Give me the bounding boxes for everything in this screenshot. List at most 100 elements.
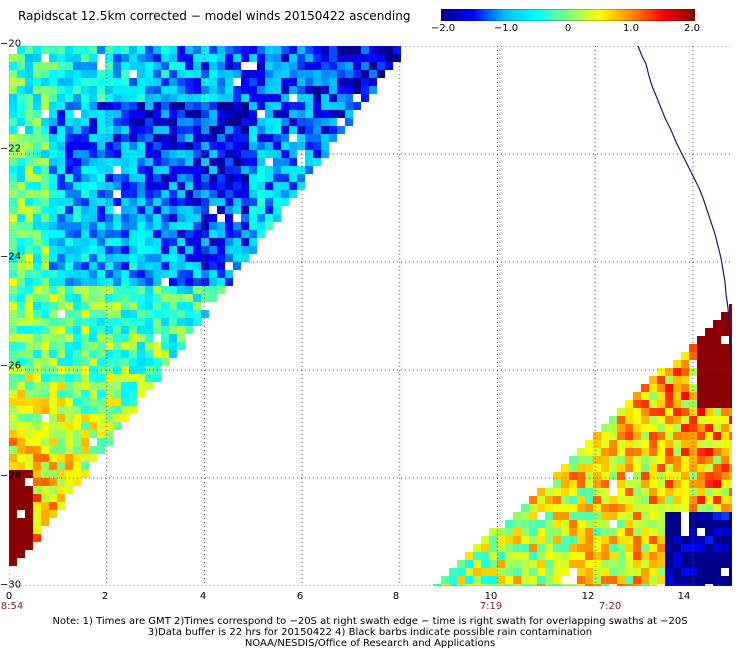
wind-cell	[105, 230, 113, 238]
wind-cell	[241, 206, 249, 214]
wind-cell	[665, 384, 673, 392]
wind-cell	[17, 310, 25, 318]
wind-cell	[697, 560, 705, 568]
wind-cell	[681, 432, 689, 440]
wind-cell	[41, 294, 49, 302]
wind-cell	[65, 126, 73, 134]
wind-cell	[153, 342, 161, 350]
wind-cell	[729, 512, 732, 520]
wind-cell	[9, 78, 17, 86]
wind-cell	[209, 174, 217, 182]
wind-cell	[153, 238, 161, 246]
wind-cell	[681, 584, 689, 586]
wind-cell	[97, 270, 105, 278]
wind-cell	[137, 54, 145, 62]
wind-cell	[657, 368, 665, 376]
wind-cell	[41, 406, 49, 414]
wind-cell	[89, 422, 97, 430]
wind-cell	[185, 46, 193, 54]
wind-cell	[41, 454, 49, 462]
wind-cell	[265, 142, 273, 150]
wind-cell	[233, 110, 241, 118]
wind-cell	[713, 440, 721, 448]
wind-cell	[9, 190, 17, 198]
wind-cell	[665, 512, 673, 520]
wind-cell	[665, 480, 673, 488]
wind-cell	[121, 134, 129, 142]
wind-cell	[145, 102, 153, 110]
wind-cell	[201, 86, 209, 94]
wind-cell	[721, 504, 729, 512]
wind-cell	[705, 512, 713, 520]
wind-cell	[225, 270, 233, 278]
wind-cell	[121, 310, 129, 318]
wind-cell	[113, 70, 121, 78]
wind-cell	[633, 480, 641, 488]
wind-cell	[153, 222, 161, 230]
wind-cell	[649, 408, 657, 416]
wind-cell	[641, 408, 649, 416]
wind-cell	[561, 464, 569, 472]
wind-cell	[329, 134, 337, 142]
wind-cell	[569, 472, 577, 480]
wind-cell	[225, 238, 233, 246]
wind-cell	[233, 246, 241, 254]
wind-cell	[105, 126, 113, 134]
wind-cell	[201, 102, 209, 110]
wind-cell	[25, 222, 33, 230]
wind-cell	[321, 54, 329, 62]
wind-cell	[209, 134, 217, 142]
wind-cell	[65, 190, 73, 198]
wind-cell	[153, 318, 161, 326]
wind-cell	[321, 46, 329, 54]
wind-cell	[137, 230, 145, 238]
wind-cell	[41, 326, 49, 334]
wind-cell	[105, 206, 113, 214]
wind-cell	[9, 510, 17, 518]
wind-cell	[577, 464, 585, 472]
wind-cell	[121, 326, 129, 334]
wind-cell	[201, 126, 209, 134]
wind-cell	[521, 584, 529, 586]
wind-cell	[233, 142, 241, 150]
wind-cell	[113, 294, 121, 302]
wind-cell	[193, 102, 201, 110]
wind-cell	[129, 78, 137, 86]
wind-cell	[729, 576, 732, 584]
wind-cell	[673, 584, 681, 586]
wind-cell	[137, 70, 145, 78]
wind-cell	[729, 472, 732, 480]
wind-cell	[153, 142, 161, 150]
wind-cell	[241, 190, 249, 198]
wind-cell	[569, 560, 577, 568]
swath-time-label: 7:19	[479, 601, 503, 612]
wind-cell	[9, 414, 17, 422]
wind-cell	[217, 142, 225, 150]
wind-cell	[321, 70, 329, 78]
wind-cell	[73, 278, 81, 286]
wind-cell	[105, 318, 113, 326]
wind-cell	[17, 326, 25, 334]
wind-cell	[353, 62, 361, 70]
wind-cell	[57, 318, 65, 326]
wind-cell	[97, 230, 105, 238]
wind-cell	[481, 568, 489, 576]
wind-cell	[193, 142, 201, 150]
wind-cell	[41, 78, 49, 86]
wind-cell	[145, 118, 153, 126]
wind-cell	[169, 190, 177, 198]
wind-cell	[129, 86, 137, 94]
wind-cell	[49, 238, 57, 246]
lat-tick-label: −30	[0, 579, 22, 591]
wind-cell	[209, 110, 217, 118]
wind-cell	[225, 190, 233, 198]
wind-cell	[137, 382, 145, 390]
wind-cell	[17, 46, 25, 54]
wind-cell	[697, 432, 705, 440]
wind-cell	[729, 312, 732, 320]
wind-cell	[145, 126, 153, 134]
wind-cell	[649, 512, 657, 520]
wind-cell	[25, 310, 33, 318]
wind-cell	[209, 102, 217, 110]
wind-cell	[657, 464, 665, 472]
